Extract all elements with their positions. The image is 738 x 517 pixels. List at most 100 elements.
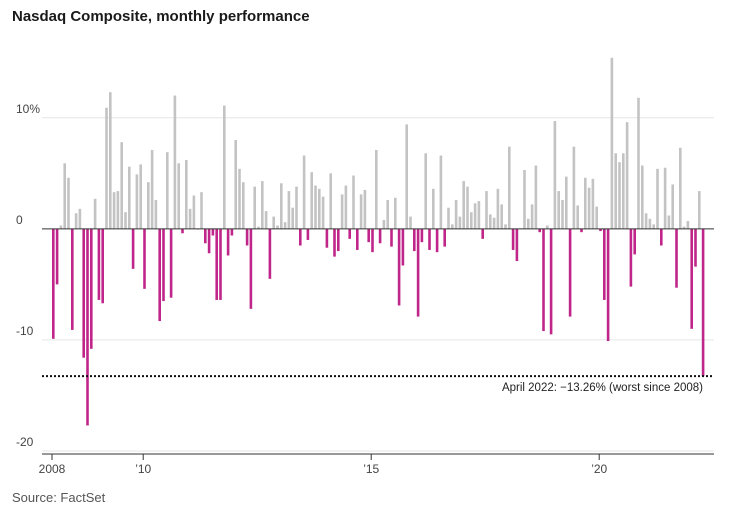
bar bbox=[90, 228, 93, 349]
bar bbox=[207, 228, 211, 254]
bar bbox=[451, 224, 454, 229]
bar bbox=[245, 228, 249, 246]
bar bbox=[333, 228, 336, 257]
bar bbox=[325, 228, 329, 248]
bar bbox=[128, 166, 131, 229]
bar bbox=[226, 228, 230, 256]
bar bbox=[542, 228, 545, 332]
bar bbox=[257, 226, 260, 229]
annotation-label: April 2022: −13.26% (worst since 2008) bbox=[502, 382, 703, 394]
bar bbox=[557, 191, 560, 229]
bar bbox=[382, 219, 386, 229]
bar bbox=[439, 155, 443, 229]
bar bbox=[553, 121, 557, 229]
bar bbox=[409, 216, 412, 229]
bar bbox=[561, 199, 564, 229]
bar bbox=[622, 153, 625, 229]
bar bbox=[492, 217, 496, 229]
bar bbox=[500, 204, 503, 229]
bar bbox=[101, 228, 104, 304]
bar bbox=[185, 159, 188, 229]
bar bbox=[671, 184, 674, 229]
bar bbox=[603, 228, 606, 300]
bar bbox=[310, 172, 313, 229]
bar bbox=[610, 57, 614, 229]
x-tick-label: 2008 bbox=[39, 462, 66, 476]
bar bbox=[504, 224, 507, 229]
bar bbox=[652, 224, 655, 229]
bar bbox=[291, 207, 294, 229]
bar bbox=[280, 183, 283, 229]
bar bbox=[302, 155, 306, 229]
bar bbox=[139, 164, 142, 229]
bar bbox=[67, 177, 70, 229]
bar bbox=[420, 228, 424, 243]
bar bbox=[120, 142, 123, 229]
bar bbox=[348, 228, 351, 239]
x-tick-label: ’20 bbox=[591, 462, 607, 476]
bar bbox=[276, 225, 279, 229]
bar bbox=[55, 228, 59, 285]
bar bbox=[530, 204, 534, 229]
bar bbox=[283, 222, 287, 229]
bar bbox=[192, 195, 196, 229]
bar bbox=[204, 228, 207, 244]
bar bbox=[527, 218, 530, 229]
bar bbox=[59, 225, 63, 229]
bar bbox=[306, 228, 310, 240]
bar bbox=[641, 165, 644, 229]
bar bbox=[447, 207, 450, 229]
bar bbox=[268, 228, 272, 279]
bar bbox=[523, 169, 526, 229]
bar bbox=[105, 107, 108, 229]
bar bbox=[591, 178, 595, 229]
bar bbox=[572, 146, 576, 229]
bar bbox=[295, 186, 298, 229]
bar bbox=[394, 197, 397, 229]
bar bbox=[538, 228, 541, 233]
source-note: Source: FactSet bbox=[12, 490, 106, 505]
bar bbox=[679, 147, 682, 229]
bar bbox=[546, 225, 549, 229]
bar bbox=[508, 146, 511, 229]
y-tick-label: 10% bbox=[16, 102, 40, 116]
bar bbox=[511, 228, 515, 250]
bar bbox=[314, 185, 317, 229]
bar bbox=[386, 199, 389, 229]
bar bbox=[188, 208, 192, 229]
chart-title: Nasdaq Composite, monthly performance bbox=[12, 8, 310, 25]
bar bbox=[682, 226, 686, 229]
bar bbox=[424, 153, 427, 229]
bar bbox=[629, 228, 633, 287]
bar bbox=[162, 228, 165, 302]
gridlines bbox=[42, 117, 714, 452]
bar bbox=[124, 212, 127, 229]
bar bbox=[82, 228, 85, 358]
bar bbox=[485, 191, 488, 229]
bar bbox=[93, 198, 97, 229]
bar bbox=[63, 163, 66, 229]
bar bbox=[694, 228, 697, 267]
bar bbox=[97, 228, 101, 300]
bar bbox=[352, 175, 355, 229]
axes: 10% 0 -10 -20 2008 ’10 ’15 ’20 bbox=[16, 102, 714, 476]
bar bbox=[52, 228, 55, 339]
bar bbox=[116, 191, 120, 229]
bar bbox=[74, 213, 78, 229]
bar bbox=[397, 228, 401, 306]
bar bbox=[595, 206, 598, 229]
bar bbox=[690, 228, 693, 329]
bar bbox=[169, 228, 173, 298]
bar bbox=[211, 228, 215, 236]
bar bbox=[466, 186, 469, 229]
bar bbox=[534, 165, 538, 229]
bar bbox=[78, 208, 82, 229]
bar bbox=[565, 176, 568, 229]
bar bbox=[428, 228, 431, 250]
bar bbox=[131, 228, 135, 269]
x-tick-label: ’15 bbox=[363, 462, 379, 476]
bar bbox=[238, 168, 241, 229]
bar bbox=[470, 212, 473, 229]
y-tick-label: -10 bbox=[16, 324, 34, 338]
